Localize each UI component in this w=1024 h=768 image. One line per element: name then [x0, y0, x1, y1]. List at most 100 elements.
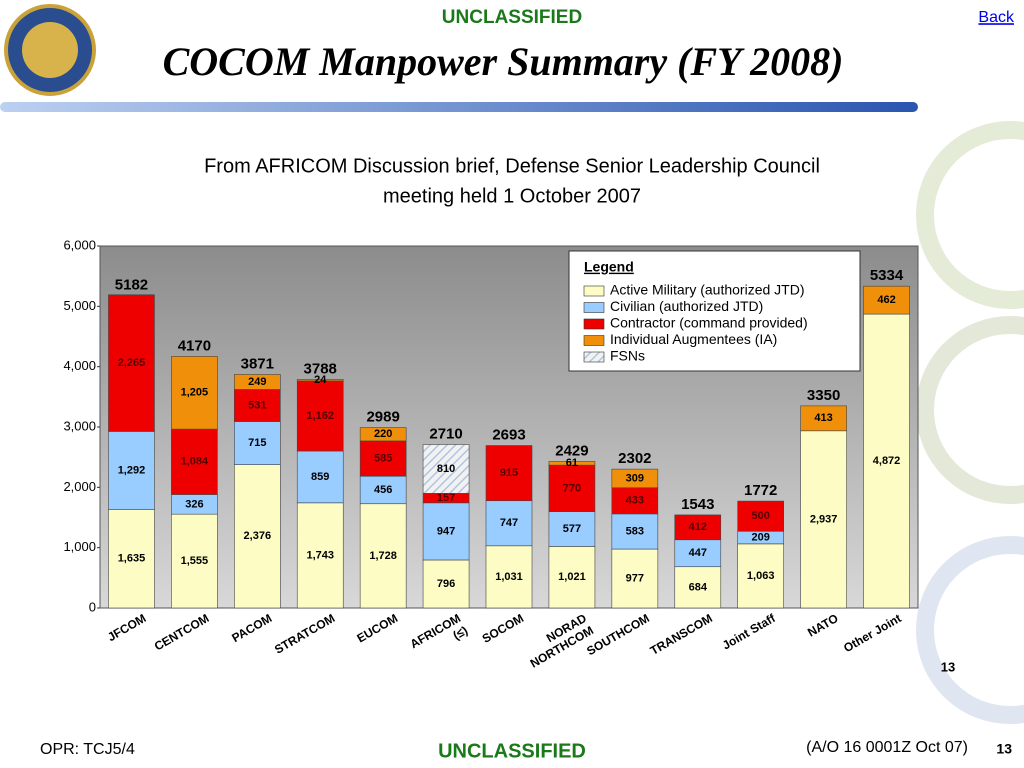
- x-tick-label: CENTCOM: [152, 611, 212, 653]
- legend-swatch: [583, 351, 605, 363]
- decor: [0, 4, 1024, 724]
- legend-swatch: [583, 302, 605, 313]
- bar-segment: [234, 389, 281, 422]
- total-label: 2989: [366, 409, 399, 426]
- total-label: 2693: [492, 426, 525, 443]
- total-label: 3788: [304, 360, 337, 377]
- data-label: 326: [185, 498, 203, 510]
- data-label: 1,031: [495, 571, 523, 583]
- data-label: 309: [626, 472, 644, 484]
- total-label: 2429: [555, 442, 588, 459]
- data-label: 715: [248, 437, 266, 449]
- total-label: 5182: [115, 276, 148, 293]
- legend-label: Active Military (authorized JTD): [610, 282, 805, 298]
- bar-segment: [234, 374, 281, 390]
- bar-segment: [359, 475, 407, 505]
- data-label: 531: [248, 399, 266, 411]
- classification: UNCLASSIFIED: [442, 7, 582, 28]
- bar-segment: [611, 487, 659, 515]
- subtitle: From AFRICOM Discussion brief, Defense S…: [204, 155, 820, 177]
- total-label: 1543: [681, 496, 714, 513]
- legend-swatch: [583, 318, 605, 330]
- data-label: 796: [437, 578, 455, 590]
- bar-segment: [485, 445, 533, 502]
- back-link[interactable]: Back: [978, 9, 1015, 26]
- data-label: 413: [814, 412, 832, 424]
- data-label: 1,205: [181, 387, 209, 399]
- bar-segment: [296, 380, 344, 452]
- bar-segment: [234, 421, 281, 465]
- data-label: 1,743: [306, 549, 334, 561]
- total-label: 1772: [744, 482, 777, 499]
- x-tick-label: Joint Staff: [720, 611, 779, 653]
- y-tick-label: 5,000: [63, 298, 96, 313]
- data-label: 61: [566, 457, 578, 469]
- bar-segment: [171, 356, 218, 430]
- bar-segment: [863, 313, 910, 609]
- seal: [916, 316, 1024, 504]
- bar-segment: [548, 461, 596, 466]
- x-tick-label: EUCOM: [355, 611, 401, 645]
- bar-segment: [108, 431, 155, 510]
- bar-segment: [800, 430, 847, 609]
- x-tick-label: STRATCOM: [272, 611, 337, 657]
- seal: [916, 121, 1024, 309]
- data-label: 747: [500, 517, 518, 529]
- data-label: 447: [689, 547, 707, 559]
- bar-segment: [485, 500, 533, 547]
- x-tick-label: NORADNORTHCOM: [521, 611, 596, 671]
- total-label: 3871: [241, 355, 274, 372]
- data-label: 770: [563, 482, 581, 494]
- bar-segment: [485, 545, 533, 609]
- data-label: 456: [374, 484, 392, 496]
- data-label: 462: [877, 294, 895, 306]
- title: COCOM Manpower Summary (FY 2008): [163, 39, 844, 84]
- bar-segment: [422, 559, 470, 609]
- y-tick-label: 0: [89, 599, 96, 614]
- data-label: 24: [314, 374, 327, 386]
- bar-segment: [674, 514, 722, 541]
- page-number: 13: [941, 659, 955, 674]
- y-tick-label: 3,000: [63, 418, 96, 433]
- logo-center: [22, 22, 78, 78]
- data-label: 583: [626, 525, 644, 537]
- bar-segment: [234, 464, 281, 609]
- bar-segment: [422, 502, 470, 561]
- x-tick-label: SOCOM: [480, 611, 526, 646]
- marks: 1,635 1,292 2,265 5182 1,555 326 1,084 1,205 417…: [108, 267, 910, 609]
- data-label: 2,937: [810, 513, 838, 525]
- bar-segment: [359, 503, 407, 609]
- legend-title: Legend: [584, 259, 634, 275]
- data-label: 859: [311, 471, 329, 483]
- bar-segment: [296, 379, 344, 382]
- data-label: 1,292: [118, 464, 146, 476]
- total-label: 5334: [870, 267, 904, 284]
- bar-segment: [800, 405, 847, 432]
- data-label: 2,265: [118, 357, 146, 369]
- total-label: 2302: [618, 450, 651, 467]
- data-label: 1,635: [118, 553, 146, 565]
- data-label: 585: [374, 452, 392, 464]
- data-label: 577: [563, 523, 581, 535]
- bar-segment: [737, 543, 784, 609]
- x-tick-label: NATO: [805, 611, 840, 640]
- legend-label: FSNs: [610, 348, 645, 364]
- bar-segment: [171, 428, 218, 495]
- y-tick-label: 2,000: [63, 479, 96, 494]
- total-label: 3350: [807, 387, 840, 404]
- legend-swatch: [583, 285, 605, 297]
- bar-segment: [737, 500, 784, 532]
- x-tick-label: TRANSCOM: [648, 611, 715, 658]
- data-label: 500: [752, 510, 770, 522]
- bar-segment: [296, 502, 344, 609]
- data-label: 157: [437, 492, 455, 504]
- data-label: 977: [626, 572, 644, 584]
- bar-segment: [548, 546, 596, 609]
- classification: UNCLASSIFIED: [438, 740, 586, 762]
- x-tick-label: AFRICOM(≤): [408, 611, 471, 663]
- bar-segment: [548, 511, 596, 547]
- opr: OPR: TCJ5/4: [40, 741, 135, 758]
- data-label: 2,376: [244, 530, 272, 542]
- data-label: 1,162: [306, 410, 334, 422]
